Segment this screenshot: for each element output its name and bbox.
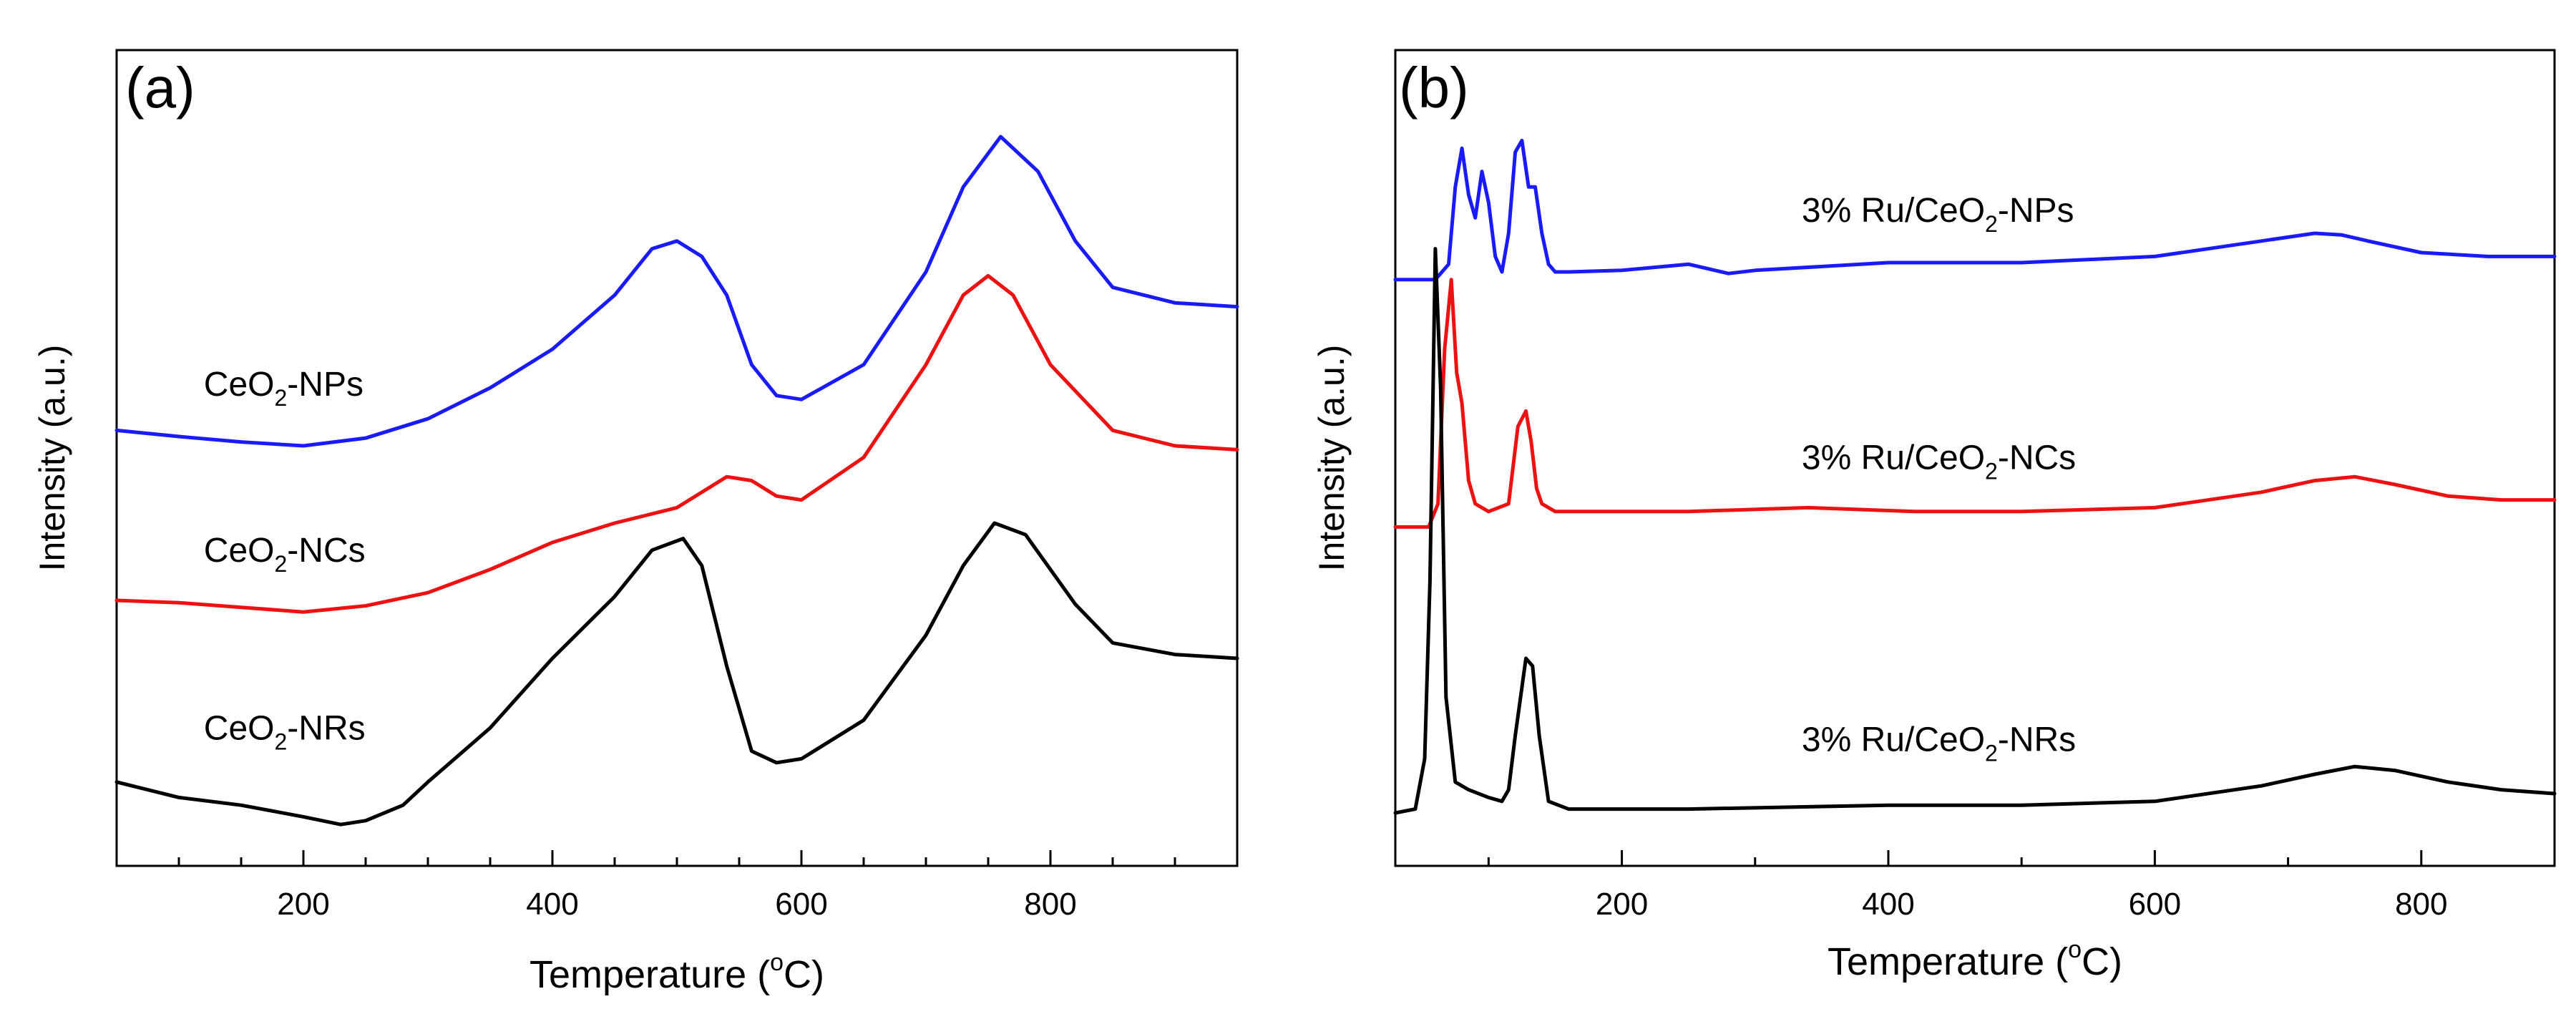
panel-a: (a) 200 400 600 800 CeO2-NPs CeO2-NCs CeO2-NR… <box>32 49 1239 996</box>
panel-a-x-tick-label: 400 <box>526 887 578 922</box>
panel-a-x-tick-label: 600 <box>775 887 827 922</box>
panel-b-y-axis-title: Intensity (a.u.) <box>1312 345 1352 572</box>
panel-b-series-label: 3% Ru/CeO2-NCs <box>1802 439 2076 484</box>
panel-a-series-label: CeO2-NRs <box>204 709 366 754</box>
panel-b-series-labels: 3% Ru/CeO2-NPs 3% Ru/CeO2-NCs 3% Ru/CeO2-N… <box>1802 192 2076 766</box>
panel-b-label: (b) <box>1399 56 1469 120</box>
panel-a-series-line-ceo2-ncs <box>114 273 1239 614</box>
panel-a-series-label: CeO2-NCs <box>204 532 366 577</box>
panel-b-x-tick-label: 800 <box>2395 887 2447 922</box>
panel-b-series-label: 3% Ru/CeO2-NPs <box>1802 192 2074 237</box>
panel-a-series-line-ceo2-nps <box>114 135 1239 448</box>
panel-a-series <box>114 135 1239 827</box>
panel-b-x-ticks: 200 400 600 800 <box>1487 850 2556 922</box>
panel-b-frame <box>1394 49 2556 867</box>
panel-b-series-line-3-ru-ceo2-nps <box>1393 138 2557 282</box>
panel-b-x-tick-label: 400 <box>1862 887 1914 922</box>
panel-b-series-label: 3% Ru/CeO2-NRs <box>1802 721 2076 766</box>
panel-a-y-axis-title: Intensity (a.u.) <box>32 345 72 572</box>
panel-b-x-axis-title: Temperature (oC) <box>1828 936 2122 983</box>
panel-a-series-labels: CeO2-NPs CeO2-NCs CeO2-NRs <box>204 366 366 755</box>
panel-b-series-line-3-ru-ceo2-nrs <box>1393 247 2557 815</box>
panel-a-x-tick-label: 800 <box>1024 887 1076 922</box>
panel-b-x-tick-label: 200 <box>1596 887 1648 922</box>
panel-b-series-line-3-ru-ceo2-ncs <box>1393 278 2557 529</box>
panel-a-label: (a) <box>125 56 195 120</box>
panel-a-series-label: CeO2-NPs <box>204 366 364 411</box>
panel-a-x-axis-title: Temperature (oC) <box>530 949 824 996</box>
panel-b-series <box>1393 138 2557 815</box>
panel-a-x-ticks: 200 400 600 800 <box>115 850 1239 922</box>
panel-a-series-line-ceo2-nrs <box>114 521 1239 827</box>
panel-b-x-tick-label: 600 <box>2129 887 2181 922</box>
panel-a-x-tick-label: 200 <box>277 887 329 922</box>
